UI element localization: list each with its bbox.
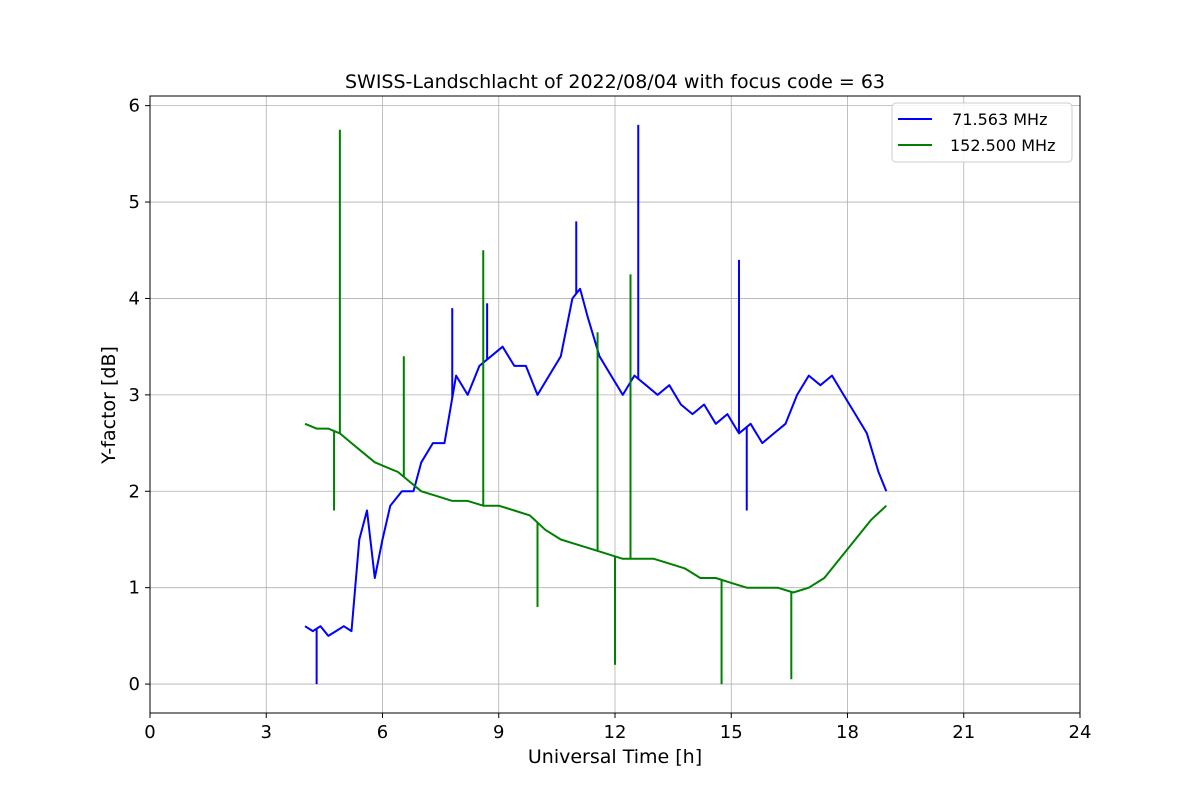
y-tick-label: 0 [129, 674, 140, 695]
y-tick-label: 5 [129, 192, 140, 213]
x-tick-label: 0 [144, 722, 155, 743]
x-tick-label: 3 [261, 722, 272, 743]
y-tick-label: 6 [129, 96, 140, 117]
x-tick-label: 12 [604, 722, 627, 743]
legend-label-71563: 71.563 MHz [942, 110, 1047, 129]
x-tick-label: 15 [720, 722, 743, 743]
x-tick-label: 21 [952, 722, 975, 743]
legend-box [891, 102, 1073, 163]
y-tick-label: 2 [129, 481, 140, 502]
series-line-1 [304, 422, 887, 594]
x-tick-label: 6 [377, 722, 388, 743]
y-axis-title: Y-factor [dB] [98, 346, 120, 465]
y-tick-label: 3 [129, 385, 140, 406]
data-series-group [304, 124, 888, 685]
x-tick-label: 24 [1069, 722, 1092, 743]
x-tick-label: 9 [493, 722, 504, 743]
chart-title: SWISS-Landschlacht of 2022/08/04 with fo… [345, 71, 885, 93]
y-tick-label: 4 [129, 288, 140, 309]
x-axis-title: Universal Time [h] [528, 746, 702, 768]
legend: 71.563 MHz 152.500 MHz [891, 102, 1073, 163]
x-axis-ticks: 0 3 6 9 12 15 18 21 24 [144, 713, 1091, 743]
y-axis-ticks: 0 1 2 3 4 5 6 [129, 96, 150, 695]
y-tick-label: 1 [129, 578, 140, 599]
series-line-0 [304, 287, 888, 637]
x-tick-label: 18 [836, 722, 859, 743]
legend-label-152500: 152.500 MHz [950, 136, 1055, 155]
